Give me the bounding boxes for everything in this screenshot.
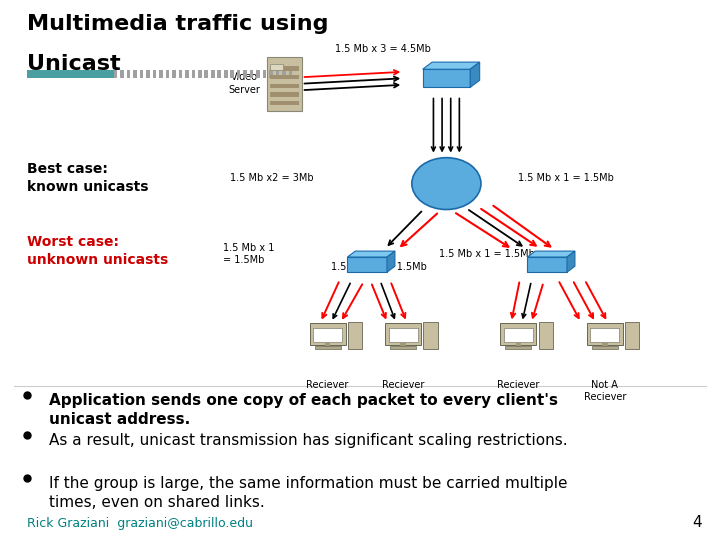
Bar: [140, 70, 143, 78]
Bar: [289, 70, 292, 78]
Bar: [269, 70, 273, 78]
Bar: [198, 70, 202, 78]
Bar: [276, 70, 279, 78]
Bar: [625, 322, 639, 349]
Bar: [270, 66, 299, 71]
Bar: [192, 70, 195, 78]
Text: 1.5 Mb x 1 = 1.5Mb: 1.5 Mb x 1 = 1.5Mb: [518, 173, 614, 183]
Bar: [267, 57, 302, 111]
Bar: [282, 70, 286, 78]
Text: 1.5 Mb x2 = 3Mb: 1.5 Mb x2 = 3Mb: [230, 173, 313, 183]
Bar: [127, 70, 130, 78]
Polygon shape: [527, 257, 567, 272]
Bar: [166, 70, 169, 78]
Polygon shape: [470, 62, 480, 87]
Text: Video
Server: Video Server: [229, 72, 261, 95]
Bar: [211, 70, 215, 78]
Bar: [172, 70, 176, 78]
Text: Rick Graziani  graziani@cabrillo.edu: Rick Graziani graziani@cabrillo.edu: [27, 517, 253, 530]
Bar: [270, 84, 299, 88]
Bar: [153, 70, 156, 78]
Bar: [263, 70, 266, 78]
Bar: [224, 70, 228, 78]
Bar: [217, 70, 221, 78]
Text: Application sends one copy of each packet to every client's
unicast address.: Application sends one copy of each packe…: [49, 393, 558, 427]
Polygon shape: [387, 251, 395, 272]
Text: Reciever: Reciever: [382, 380, 424, 390]
Circle shape: [412, 158, 481, 210]
Bar: [114, 70, 117, 78]
Bar: [270, 64, 283, 70]
Text: 4: 4: [693, 515, 702, 530]
Bar: [237, 70, 240, 78]
Text: Multimedia traffic using: Multimedia traffic using: [27, 14, 329, 33]
Bar: [423, 322, 438, 349]
Polygon shape: [567, 251, 575, 272]
Text: Not A
Reciever: Not A Reciever: [584, 380, 626, 402]
Text: Reciever: Reciever: [307, 380, 348, 390]
Bar: [270, 75, 299, 79]
Bar: [146, 70, 150, 78]
Text: As a result, unicast transmission has significant scaling restrictions.: As a result, unicast transmission has si…: [49, 433, 567, 448]
Bar: [230, 70, 234, 78]
Bar: [325, 343, 330, 347]
Bar: [500, 323, 536, 345]
Bar: [204, 70, 208, 78]
Bar: [516, 343, 521, 347]
Bar: [159, 70, 163, 78]
Polygon shape: [423, 69, 470, 87]
Bar: [590, 328, 619, 342]
Bar: [587, 323, 623, 345]
Polygon shape: [347, 251, 395, 257]
Polygon shape: [347, 257, 387, 272]
Polygon shape: [527, 251, 575, 257]
Bar: [179, 70, 182, 78]
Bar: [592, 346, 618, 349]
Text: 1.5 Mb x 1
= 1.5Mb: 1.5 Mb x 1 = 1.5Mb: [223, 242, 274, 265]
Bar: [400, 343, 406, 347]
Text: 1.5 Mb x 1 = 1.5Mb: 1.5 Mb x 1 = 1.5Mb: [439, 249, 535, 259]
Bar: [385, 323, 421, 345]
Bar: [310, 323, 346, 345]
Bar: [315, 346, 341, 349]
Bar: [602, 343, 608, 347]
Bar: [133, 70, 137, 78]
Text: Reciever: Reciever: [498, 380, 539, 390]
Bar: [270, 101, 299, 105]
Text: 1.5 Mb x 1 = 1.5Mb: 1.5 Mb x 1 = 1.5Mb: [331, 262, 427, 272]
Bar: [389, 328, 418, 342]
Bar: [256, 70, 260, 78]
Bar: [313, 328, 342, 342]
Bar: [120, 70, 124, 78]
Bar: [539, 322, 553, 349]
Bar: [348, 322, 362, 349]
Bar: [185, 70, 189, 78]
Text: Unicast: Unicast: [27, 54, 121, 74]
Text: If the group is large, the same information must be carried multiple
times, even: If the group is large, the same informat…: [49, 476, 567, 510]
Text: Best case:
known unicasts: Best case: known unicasts: [27, 162, 149, 194]
Text: 1.5 Mb x 3 = 4.5Mb: 1.5 Mb x 3 = 4.5Mb: [335, 44, 431, 53]
Bar: [390, 346, 416, 349]
Bar: [270, 92, 299, 97]
Polygon shape: [423, 62, 480, 69]
Bar: [250, 70, 253, 78]
Text: Worst case:
unknown unicasts: Worst case: unknown unicasts: [27, 235, 168, 267]
Bar: [27, 70, 114, 78]
Bar: [243, 70, 247, 78]
Bar: [504, 328, 533, 342]
Bar: [505, 346, 531, 349]
